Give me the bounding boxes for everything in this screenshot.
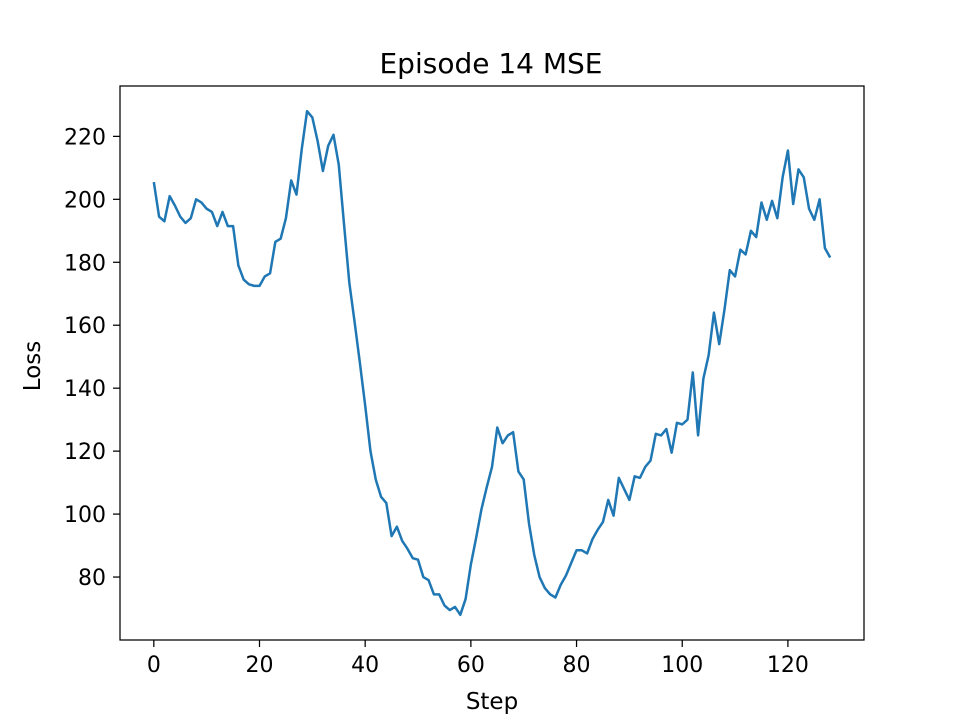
chart-title: Episode 14 MSE: [379, 47, 602, 80]
y-axis-label: Loss: [20, 341, 46, 391]
y-tick-label: 200: [64, 188, 106, 213]
y-tick-label: 160: [64, 314, 106, 339]
plot-area: [152, 109, 832, 617]
series-line-1: [152, 109, 832, 617]
x-axis-label: Step: [466, 689, 518, 715]
y-tick-label: 120: [64, 440, 106, 465]
axes-frame: [119, 85, 865, 641]
x-tick-label: 120: [767, 653, 809, 678]
x-tick-label: 20: [246, 653, 274, 678]
y-axis: 80 100 120 140 160 180 200 220: [64, 125, 120, 591]
y-tick-label: 100: [64, 503, 106, 528]
y-tick-label: 180: [64, 251, 106, 276]
x-tick-label: 0: [147, 653, 161, 678]
x-axis: 0 20 40 60 80 100 120: [147, 640, 809, 678]
x-tick-label: 40: [351, 653, 379, 678]
y-tick-label: 220: [64, 125, 106, 150]
y-tick-label: 140: [64, 377, 106, 402]
x-tick-label: 60: [457, 653, 485, 678]
y-tick-label: 80: [78, 566, 106, 591]
x-tick-label: 100: [661, 653, 703, 678]
x-tick-label: 80: [563, 653, 591, 678]
